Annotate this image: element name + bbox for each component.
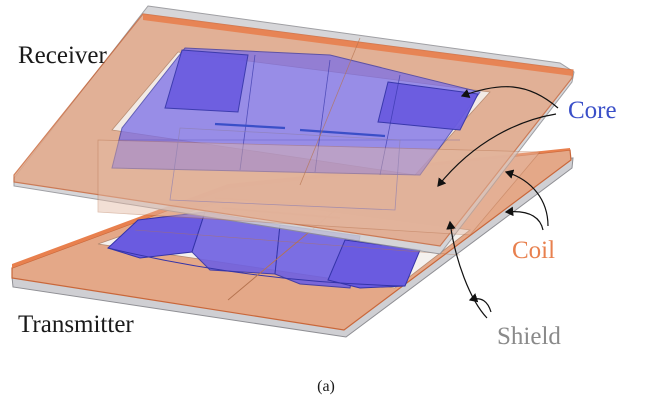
transmitter-core xyxy=(107,211,421,289)
receiver-coil-bar xyxy=(214,122,286,130)
core-arrow-top xyxy=(460,86,559,109)
receiver-core-block xyxy=(164,49,249,113)
coil-arrow-top xyxy=(504,169,549,227)
core-label: Core xyxy=(568,97,617,124)
receiver-assembly xyxy=(13,5,575,255)
transmitter-core-block xyxy=(327,239,421,289)
receiver-core-block xyxy=(377,81,479,131)
receiver-core xyxy=(111,47,481,176)
receiver-coil-bar xyxy=(299,128,386,138)
shield-arrow-top xyxy=(446,220,488,319)
coil-label: Coil xyxy=(512,237,555,264)
receiver-lower-frame xyxy=(97,139,541,236)
shield-arrow-bottom xyxy=(468,293,492,313)
coil-arrow-bottom xyxy=(504,206,544,231)
leader-arrows xyxy=(437,86,559,319)
figure-caption: (a) xyxy=(317,378,335,395)
receiver-coil-edge xyxy=(143,14,573,76)
receiver-seam xyxy=(299,37,361,186)
core-arrow-bottom xyxy=(437,113,557,187)
shield-label: Shield xyxy=(497,323,561,350)
transmitter-seam xyxy=(134,229,461,256)
transmitter-label: Transmitter xyxy=(18,311,134,338)
receiver-label: Receiver xyxy=(18,42,108,69)
